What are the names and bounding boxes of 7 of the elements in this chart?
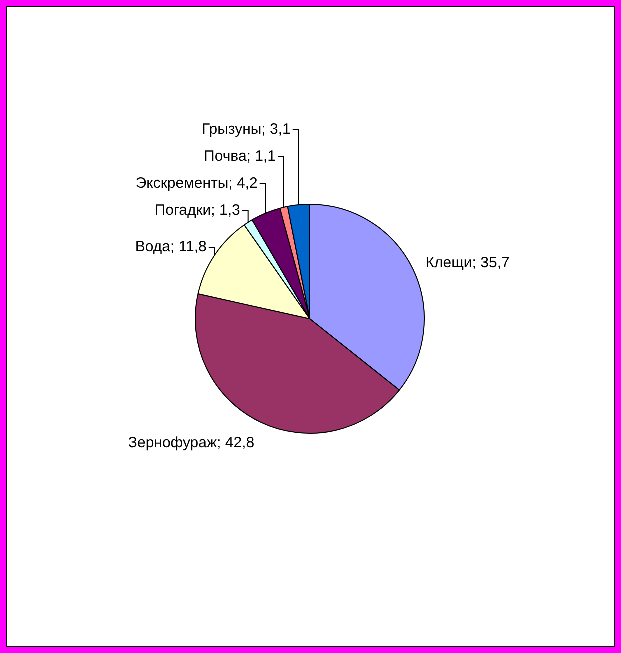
slice-label: Экскременты; 4,2	[136, 174, 258, 192]
slice-label: Грызуны; 3,1	[202, 120, 291, 138]
slice-label: Клещи; 35,7	[426, 254, 510, 272]
slice-label: Погадки; 1,3	[154, 202, 240, 219]
slice-label: Почва; 1,1	[204, 148, 276, 165]
slice-label: Зернофураж; 42,8	[128, 434, 255, 452]
slice-label: Вода; 11,8	[135, 238, 207, 256]
